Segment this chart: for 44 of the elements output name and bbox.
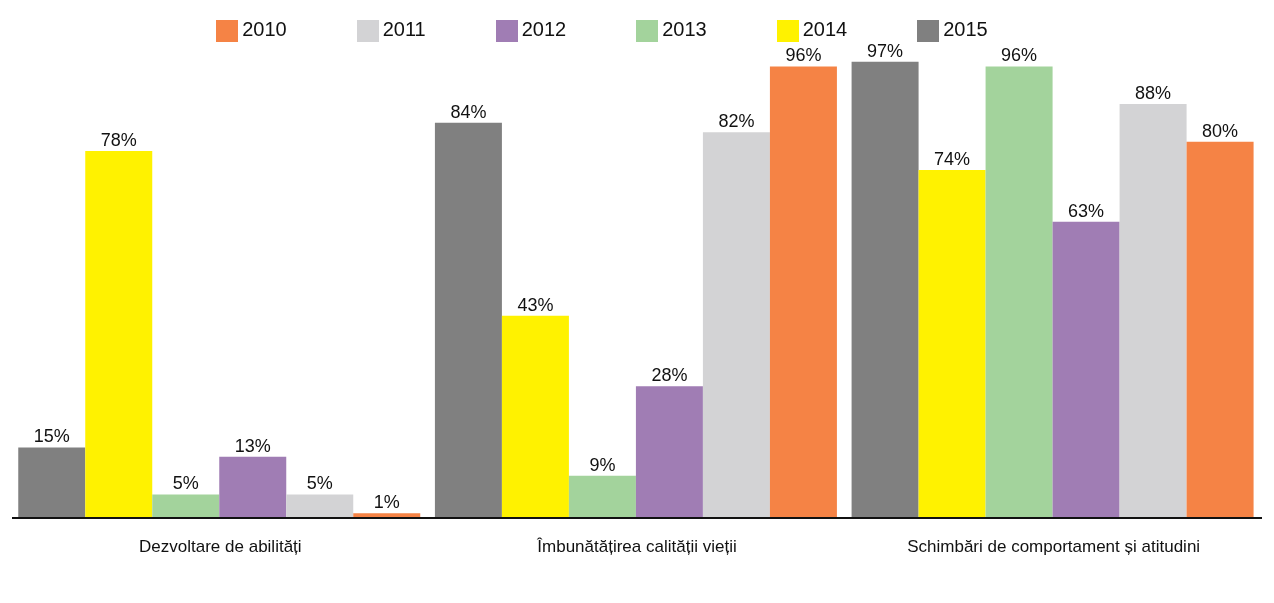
data-label: 5% bbox=[172, 473, 199, 494]
bar bbox=[18, 447, 86, 518]
x-tick-label: Schimbări de comportament și atitudini bbox=[907, 537, 1201, 557]
bar bbox=[769, 66, 837, 518]
legend-label: 2011 bbox=[382, 18, 426, 40]
bar bbox=[702, 132, 770, 518]
data-label: 28% bbox=[651, 365, 688, 386]
legend-label: 2013 bbox=[662, 18, 707, 40]
bar bbox=[1119, 104, 1187, 518]
data-label: 97% bbox=[867, 40, 904, 61]
data-label: 43% bbox=[517, 294, 554, 315]
data-label: 84% bbox=[450, 101, 487, 122]
bar bbox=[635, 386, 703, 518]
data-label: 13% bbox=[234, 435, 271, 456]
data-label: 1% bbox=[373, 492, 400, 513]
bar bbox=[1186, 141, 1254, 518]
bar bbox=[501, 315, 569, 518]
data-label: 88% bbox=[1135, 83, 1172, 104]
legend-label: 2015 bbox=[943, 18, 988, 40]
data-label: 74% bbox=[934, 148, 971, 169]
bar bbox=[152, 494, 220, 518]
bar bbox=[434, 122, 502, 518]
x-tick-label: Îmbunătățirea calității vieții bbox=[536, 537, 737, 557]
data-label: 78% bbox=[100, 130, 137, 151]
data-label: 9% bbox=[589, 454, 616, 475]
bar bbox=[286, 494, 354, 518]
bar bbox=[851, 61, 919, 518]
data-label: 80% bbox=[1202, 120, 1239, 141]
bar bbox=[219, 456, 287, 518]
bar bbox=[85, 151, 153, 518]
data-label: 5% bbox=[306, 473, 333, 494]
data-label: 96% bbox=[785, 45, 822, 66]
data-label: 96% bbox=[1001, 45, 1038, 66]
data-label: 15% bbox=[33, 426, 70, 447]
data-label: 82% bbox=[718, 111, 755, 132]
legend-label: 2014 bbox=[802, 18, 848, 40]
x-tick-label: Dezvoltare de abilități bbox=[139, 537, 302, 557]
data-label: 63% bbox=[1068, 200, 1105, 221]
bar bbox=[985, 66, 1053, 518]
legend-label: 2010 bbox=[242, 18, 287, 40]
bar bbox=[568, 475, 636, 518]
bar bbox=[1052, 221, 1120, 518]
bar bbox=[918, 169, 986, 518]
legend-label: 2012 bbox=[521, 18, 567, 40]
